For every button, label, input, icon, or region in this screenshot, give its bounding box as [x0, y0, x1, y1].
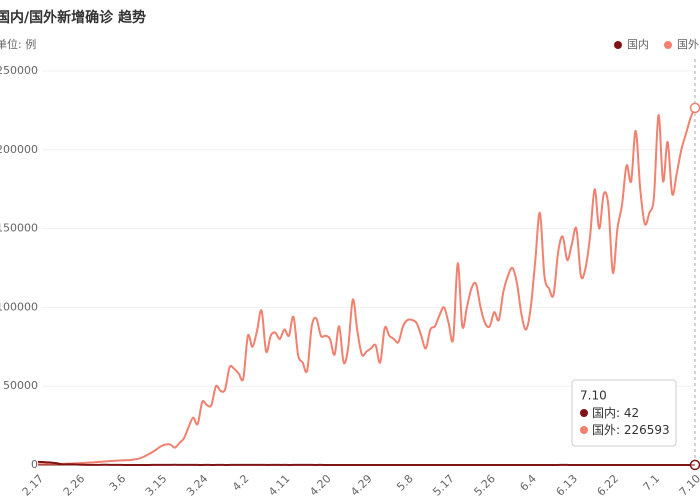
x-tick-label: 3.15 [143, 472, 170, 499]
x-tick-label: 5.26 [471, 472, 498, 499]
x-tick-label: 4.11 [266, 472, 293, 499]
x-tick-label: 6.13 [554, 472, 581, 499]
y-tick-label: 100000 [0, 300, 38, 313]
y-tick-label: 0 [31, 458, 38, 471]
tooltip-row: 国内: 42 [592, 406, 639, 420]
y-tick-label: 200000 [0, 143, 38, 156]
x-tick-label: 2.17 [20, 472, 47, 499]
x-tick-label: 7.10 [677, 472, 700, 499]
tooltip-swatch [580, 409, 588, 417]
tooltip-name: 国内 [592, 406, 616, 420]
legend-swatch [664, 41, 672, 49]
legend-swatch [614, 41, 622, 49]
hover-point [689, 102, 700, 114]
tooltip-box [571, 379, 677, 447]
x-tick-label: 5.8 [394, 472, 416, 494]
x-tick-label: 4.20 [307, 472, 334, 499]
x-tick-label: 6.22 [595, 472, 622, 499]
tooltip-value: 42 [624, 406, 639, 420]
tooltip-separator: : [616, 406, 624, 420]
y-tick-label: 50000 [3, 379, 38, 392]
x-tick-label: 2.26 [61, 472, 88, 499]
x-tick-label: 7.1 [641, 472, 663, 494]
x-tick-label: 5.17 [430, 472, 457, 499]
legend-label: 国内 [627, 37, 649, 51]
chart-title: 国内/国外新增确诊 趋势 [0, 9, 146, 26]
legend-label: 国外 [677, 38, 699, 51]
x-tick-label: 3.24 [184, 472, 211, 499]
y-tick-label: 150000 [0, 222, 38, 235]
x-tick-label: 4.2 [230, 472, 252, 494]
tooltip-value: 226593 [624, 423, 670, 437]
x-tick-label: 3.6 [107, 472, 129, 494]
series-line [37, 107, 696, 466]
tooltip-separator: : [616, 423, 624, 437]
x-tick-label: 6.4 [517, 472, 539, 494]
x-tick-label: 4.29 [348, 472, 375, 499]
tooltip-title: 7.10 [580, 389, 607, 403]
tooltip-row: 国外: 226593 [592, 423, 670, 437]
tooltip-name: 国外 [592, 423, 616, 437]
y-tick-label: 250000 [0, 64, 38, 77]
tooltip-swatch [580, 426, 588, 434]
chart-subtitle: 单位: 例 [0, 37, 36, 51]
